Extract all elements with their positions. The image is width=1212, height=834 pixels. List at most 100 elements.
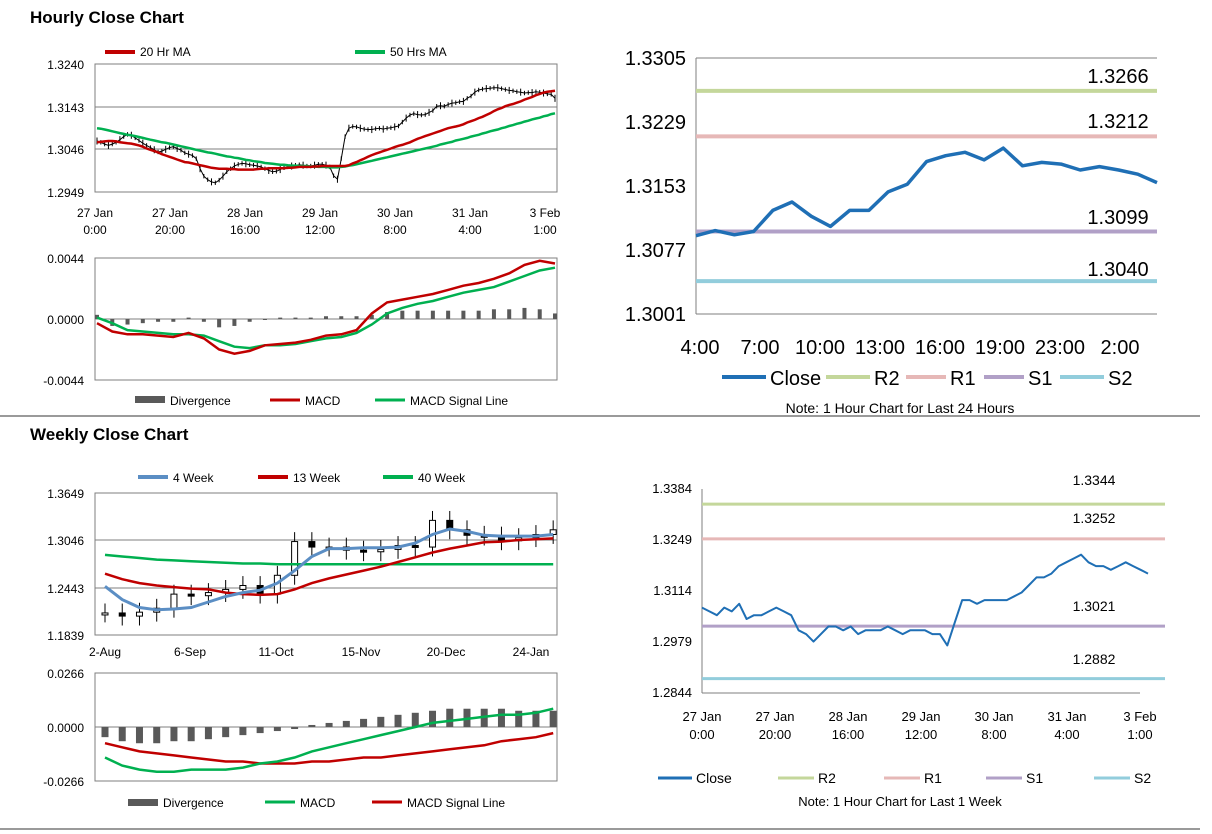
x-tick-label: 16:00 [832, 727, 865, 742]
divergence-bar [411, 712, 419, 727]
divergence-bar [153, 727, 161, 744]
chart-note: Note: 1 Hour Chart for Last 1 Week [798, 794, 1002, 809]
weekly-candle-body [101, 612, 109, 616]
y-tick-label: 1.3001 [625, 304, 686, 326]
weekly-pivot-chart: 1.3384 1.3249 1.3114 1.2979 1.2844 27 Ja… [652, 472, 1165, 809]
divergence-bar [537, 309, 542, 319]
y-tick-label: 1.3649 [47, 487, 84, 501]
plot-frame [94, 63, 558, 193]
weekly-candle-body [187, 593, 195, 597]
x-tick-label: 20:00 [155, 223, 185, 237]
legend-label-signal: MACD Signal Line [410, 394, 508, 408]
x-tick-label: 24-Jan [513, 645, 550, 659]
divergence-bar [476, 310, 481, 319]
hourly-price-chart: 20 Hr MA 50 Hrs MA 1.3240 1.3143 1.3046 … [47, 45, 560, 237]
x-tick-label: 7:00 [741, 337, 780, 359]
divergence-bar [553, 313, 557, 319]
weekly-candle-body [135, 611, 143, 617]
x-tick-label: 20:00 [759, 727, 792, 742]
divergence-bar [293, 317, 298, 319]
legend-label-macd: MACD [305, 394, 341, 408]
y-tick-label: 1.3046 [47, 143, 84, 157]
divergence-bar [273, 727, 281, 732]
y-tick-label: 1.3077 [625, 240, 686, 262]
x-tick-label: 4:00 [458, 223, 482, 237]
legend-label-macd: MACD [300, 796, 336, 810]
y-tick-label: 1.3305 [625, 48, 686, 70]
divergence-bar [354, 316, 359, 319]
divergence-bar [461, 310, 466, 319]
r1-level-label: 1.3212 [1087, 111, 1148, 133]
divergence-bar [101, 727, 109, 738]
divergence-bar [278, 317, 283, 319]
x-tick-label: 27 Jan [152, 206, 188, 220]
y-tick-label: 0.0266 [47, 667, 84, 681]
x-tick-label: 10:00 [795, 337, 845, 359]
divergence-bar [369, 314, 374, 319]
legend-label-s1: S1 [1028, 368, 1052, 390]
divergence-bar [239, 727, 247, 736]
divergence-bar [118, 727, 126, 742]
divergence-bar [549, 710, 557, 727]
legend-swatch-divergence [135, 396, 165, 403]
divergence-bar [532, 710, 540, 727]
x-tick-label: 13:00 [855, 337, 905, 359]
x-tick-label: 20-Dec [427, 645, 466, 659]
x-tick-label: 1:00 [1127, 727, 1152, 742]
s2-level-label: 1.2882 [1073, 651, 1116, 667]
divergence-bar [515, 710, 523, 727]
legend-label-r1: R1 [924, 770, 942, 786]
divergence-bar [247, 319, 252, 322]
y-tick-label: 1.2443 [47, 582, 84, 596]
legend-label-40-week: 40 Week [418, 471, 466, 485]
x-tick-label: 27 Jan [77, 206, 113, 220]
legend-label-close: Close [696, 770, 732, 786]
legend-label-divergence: Divergence [163, 796, 224, 810]
section-divider [0, 415, 1200, 417]
y-tick-label: 1.3384 [652, 481, 692, 496]
divergence-bar [339, 316, 344, 319]
divergence-bar [125, 319, 130, 325]
x-tick-label: 28 Jan [227, 206, 263, 220]
divergence-bar [415, 310, 420, 319]
x-tick-label: 12:00 [305, 223, 335, 237]
divergence-bar [394, 714, 402, 727]
legend-label-r2: R2 [874, 368, 900, 390]
chart-note: Note: 1 Hour Chart for Last 24 Hours [786, 400, 1015, 416]
y-tick-label: 1.3143 [47, 101, 84, 115]
r2-level-label: 1.3266 [1087, 66, 1148, 88]
y-tick-label: 1.1839 [47, 629, 84, 643]
x-tick-label: 2-Aug [89, 645, 121, 659]
legend-label-50hrs-ma: 50 Hrs MA [390, 45, 447, 59]
x-tick-label: 29 Jan [302, 206, 338, 220]
x-tick-label: 3 Feb [1123, 709, 1156, 724]
x-tick-label: 12:00 [905, 727, 938, 742]
y-tick-label: 1.3240 [47, 58, 84, 72]
weekly-candle-body [204, 592, 212, 597]
y-tick-label: 1.3229 [625, 112, 686, 134]
weekly-macd-chart: 0.0266 0.0000 -0.0266 Divergence MACD MA… [43, 667, 558, 810]
divergence-bar [232, 319, 237, 326]
s1-level-label: 1.3021 [1073, 598, 1116, 614]
hourly-macd-chart: 0.0044 0.0000 -0.0044 Divergence MACD MA… [43, 252, 558, 408]
divergence-bar [377, 716, 385, 727]
legend-label-s1: S1 [1026, 770, 1043, 786]
divergence-bar [262, 319, 267, 320]
close-line [701, 553, 1149, 647]
legend-label-r1: R1 [950, 368, 976, 390]
x-tick-label: 30 Jan [974, 709, 1013, 724]
plot-frame [94, 492, 558, 636]
legend-label-r2: R2 [818, 770, 836, 786]
x-tick-label: 8:00 [981, 727, 1006, 742]
y-tick-label: -0.0044 [43, 374, 84, 388]
x-tick-label: 2:00 [1101, 337, 1140, 359]
close-line [695, 146, 1158, 238]
macd-line [104, 707, 554, 773]
y-tick-label: 0.0044 [47, 252, 84, 266]
divergence-bar [342, 720, 350, 727]
x-tick-label: 4:00 [1054, 727, 1079, 742]
divergence-bar [291, 727, 299, 730]
weekly-candle-body [118, 612, 126, 617]
legend-label-s2: S2 [1108, 368, 1132, 390]
macd-signal-line [96, 266, 556, 350]
